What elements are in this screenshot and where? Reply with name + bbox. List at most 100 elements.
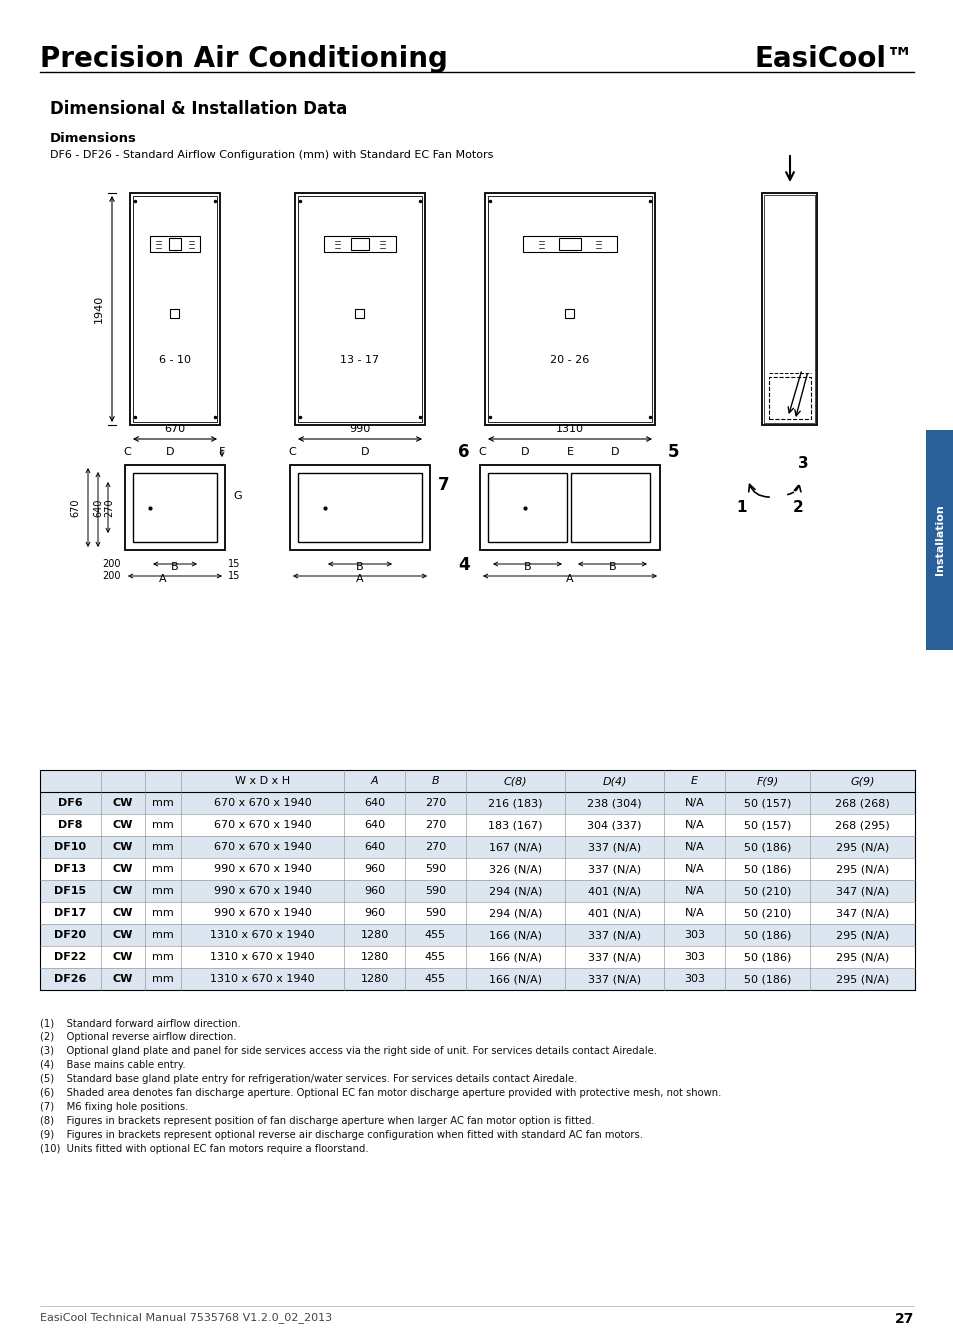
Bar [40,791,914,814]
Text: 50 (210): 50 (210) [743,908,790,919]
Text: 401 (N/A): 401 (N/A) [587,886,640,896]
Text: 13 - 17: 13 - 17 [340,355,379,366]
Text: DF22: DF22 [54,952,87,961]
Text: (9)    Figures in brackets represent optional reverse air discharge configuratio: (9) Figures in brackets represent option… [40,1130,642,1139]
Bar [169,238,181,249]
Text: 401 (N/A): 401 (N/A) [587,908,640,919]
Text: 294 (N/A): 294 (N/A) [488,908,541,919]
Text: 670 x 670 x 1940: 670 x 670 x 1940 [213,819,311,830]
Text: 270: 270 [424,819,446,830]
Text: (6)    Shaded area denotes fan discharge aperture. Optional EC fan motor dischar: (6) Shaded area denotes fan discharge ap… [40,1089,720,1098]
Bar [488,473,566,542]
Text: mm: mm [152,952,173,961]
Text: 347 (N/A): 347 (N/A) [835,908,888,919]
Text: 295 (N/A): 295 (N/A) [835,864,888,874]
Text: D: D [166,447,174,457]
Text: F(9): F(9) [756,777,778,786]
Bar [150,236,199,252]
Bar [125,465,225,550]
FancyArrowPatch shape [787,485,801,494]
Text: 337 (N/A): 337 (N/A) [587,973,640,984]
Text: 295 (N/A): 295 (N/A) [835,973,888,984]
Text: 1280: 1280 [360,931,388,940]
Text: 295 (N/A): 295 (N/A) [835,842,888,852]
Text: G(9): G(9) [849,777,874,786]
Text: 303: 303 [683,973,704,984]
Bar [324,236,395,252]
Text: 347 (N/A): 347 (N/A) [835,886,888,896]
Text: (10)  Units fitted with optional EC fan motors require a floorstand.: (10) Units fitted with optional EC fan m… [40,1144,368,1154]
Text: (8)    Figures in brackets represent position of fan discharge aperture when lar: (8) Figures in brackets represent positi… [40,1115,594,1126]
Text: Installation: Installation [934,505,944,576]
Text: 6 - 10: 6 - 10 [159,355,191,366]
Bar [351,238,368,249]
Text: D(4): D(4) [601,777,626,786]
Text: CW: CW [112,842,133,852]
Text: 326 (N/A): 326 (N/A) [489,864,541,874]
Text: 270: 270 [104,498,113,517]
Text: mm: mm [152,931,173,940]
Text: (7)    M6 fixing hole positions.: (7) M6 fixing hole positions. [40,1102,188,1111]
Text: C: C [288,447,295,457]
Text: B: B [171,562,178,572]
Bar [763,195,815,423]
Text: N/A: N/A [684,819,703,830]
Bar [130,193,220,424]
Text: 990: 990 [349,424,370,434]
Bar [40,836,914,858]
Text: 3: 3 [797,455,808,470]
Text: 166 (N/A): 166 (N/A) [489,931,541,940]
Bar [132,195,216,422]
Bar [40,814,914,836]
Text: 166 (N/A): 166 (N/A) [489,952,541,961]
Text: Dimensions: Dimensions [50,133,136,145]
Text: 960: 960 [363,908,385,919]
Bar [355,309,364,319]
Text: 50 (186): 50 (186) [743,864,790,874]
Text: 238 (304): 238 (304) [587,798,641,807]
Text: 670 x 670 x 1940: 670 x 670 x 1940 [213,842,311,852]
Bar [290,465,430,550]
Text: CW: CW [112,864,133,874]
Text: E: E [690,777,698,786]
Bar [40,924,914,945]
Text: 1310 x 670 x 1940: 1310 x 670 x 1940 [210,952,314,961]
Bar [40,968,914,990]
Text: 337 (N/A): 337 (N/A) [587,931,640,940]
Text: 50 (186): 50 (186) [743,931,790,940]
Text: 590: 590 [424,886,446,896]
Text: 200: 200 [102,570,121,581]
Text: 1310 x 670 x 1940: 1310 x 670 x 1940 [210,973,314,984]
Text: C(8): C(8) [503,777,527,786]
Text: (5)    Standard base gland plate entry for refrigeration/water services. For ser: (5) Standard base gland plate entry for … [40,1074,577,1085]
Text: 27: 27 [894,1312,913,1326]
Text: DF8: DF8 [58,819,83,830]
Text: CW: CW [112,798,133,807]
Text: 960: 960 [363,886,385,896]
Text: 1280: 1280 [360,973,388,984]
Text: 640: 640 [363,819,385,830]
Text: 200: 200 [102,558,121,569]
Text: A: A [565,574,573,584]
Text: (1)    Standard forward airflow direction.: (1) Standard forward airflow direction. [40,1018,240,1028]
Text: 294 (N/A): 294 (N/A) [488,886,541,896]
Bar [40,880,914,902]
Text: 640: 640 [363,798,385,807]
Text: N/A: N/A [684,908,703,919]
Text: 1310: 1310 [556,424,583,434]
Text: 960: 960 [363,864,385,874]
FancyArrowPatch shape [748,485,768,497]
Text: 15: 15 [228,570,240,581]
Text: N/A: N/A [684,886,703,896]
Text: DF6: DF6 [58,798,83,807]
Text: 455: 455 [424,973,446,984]
Text: 990 x 670 x 1940: 990 x 670 x 1940 [213,908,311,919]
Bar [40,770,914,791]
Text: A: A [355,574,363,584]
Text: D: D [360,447,369,457]
Text: 455: 455 [424,952,446,961]
Text: CW: CW [112,819,133,830]
Text: D: D [520,447,529,457]
Text: B: B [608,562,616,572]
Bar [488,195,651,422]
